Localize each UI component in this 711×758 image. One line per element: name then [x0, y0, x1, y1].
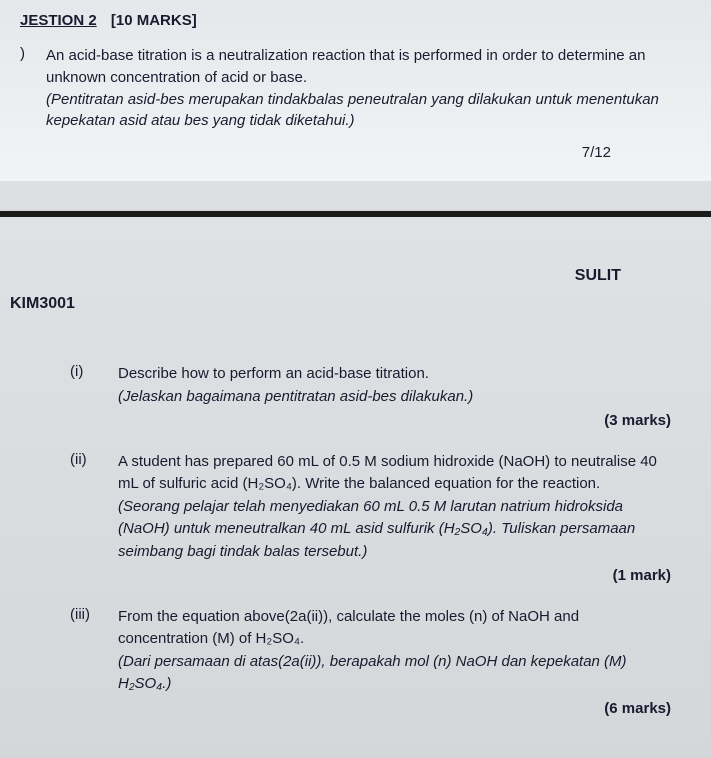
- item-body: Describe how to perform an acid-base tit…: [118, 363, 671, 433]
- intro-marker: ): [20, 45, 30, 132]
- page-number: 7/12: [20, 144, 671, 161]
- intro-block: ) An acid-base titration is a neutraliza…: [20, 45, 671, 132]
- marks-total: [10 MARKS]: [111, 12, 197, 29]
- item-malay: (Seorang pelajar telah menyediakan 60 mL…: [118, 496, 671, 564]
- question-item: (i) Describe how to perform an acid-base…: [10, 363, 671, 433]
- item-english: Describe how to perform an acid-base tit…: [118, 363, 671, 386]
- item-english: A student has prepared 60 mL of 0.5 M so…: [118, 451, 671, 496]
- item-number: (i): [70, 363, 100, 433]
- item-body: From the equation above(2a(ii)), calcula…: [118, 606, 671, 721]
- page-top-section: JESTION 2 [10 MARKS] ) An acid-base titr…: [0, 0, 711, 181]
- intro-malay: (Pentitratan asid-bes merupakan tindakba…: [46, 89, 671, 133]
- item-number: (iii): [70, 606, 100, 721]
- item-english: From the equation above(2a(ii)), calcula…: [118, 606, 671, 651]
- question-number: JESTION 2: [20, 12, 97, 29]
- item-malay: (Jelaskan bagaimana pentitratan asid-bes…: [118, 386, 671, 409]
- item-number: (ii): [70, 451, 100, 588]
- item-malay: (Dari persamaan di atas(2a(ii)), berapak…: [118, 651, 671, 696]
- intro-text: An acid-base titration is a neutralizati…: [46, 45, 671, 132]
- question-item: (ii) A student has prepared 60 mL of 0.5…: [10, 451, 671, 588]
- item-marks: (3 marks): [118, 410, 671, 433]
- question-item: (iii) From the equation above(2a(ii)), c…: [10, 606, 671, 721]
- course-code: KIM3001: [10, 295, 671, 313]
- confidential-label: SULIT: [10, 267, 671, 285]
- question-header: JESTION 2 [10 MARKS]: [20, 12, 671, 29]
- page-bottom-section: SULIT KIM3001 (i) Describe how to perfor…: [0, 217, 711, 758]
- intro-english: An acid-base titration is a neutralizati…: [46, 45, 671, 89]
- item-marks: (1 mark): [118, 565, 671, 588]
- item-marks: (6 marks): [118, 698, 671, 721]
- item-body: A student has prepared 60 mL of 0.5 M so…: [118, 451, 671, 588]
